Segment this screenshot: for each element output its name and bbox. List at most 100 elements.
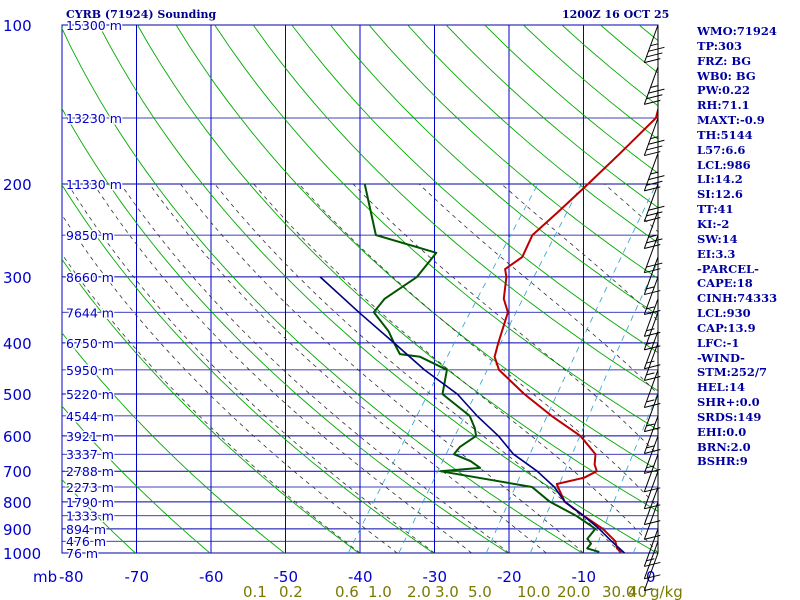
wind-barb-half-flag bbox=[646, 465, 655, 469]
index-item: LI:14.2 bbox=[697, 172, 743, 187]
height-label: 9850 m bbox=[66, 228, 114, 243]
height-label: 4544 m bbox=[66, 409, 114, 424]
height-label: 476 m bbox=[66, 534, 106, 549]
dry-adiabat bbox=[62, 107, 509, 553]
mixing-ratio-label: 5.0 bbox=[468, 583, 492, 600]
index-item: WB0: BG bbox=[697, 68, 756, 83]
dry-adiabat bbox=[291, 25, 658, 354]
wind-barb-flag bbox=[644, 534, 661, 540]
chart-title: CYRB (71924) Sounding bbox=[66, 8, 217, 21]
wind-barb bbox=[643, 183, 665, 223]
wind-barb-flag bbox=[646, 52, 663, 58]
index-item: CINH:74333 bbox=[697, 291, 778, 306]
wind-barbs bbox=[643, 24, 665, 592]
moist-adiabat bbox=[62, 214, 398, 553]
wind-barb-flag bbox=[646, 94, 663, 100]
wind-barb-half-flag bbox=[646, 423, 655, 427]
wind-barb-flag bbox=[644, 58, 661, 64]
stability-indices-panel: WMO:71924 TP:303 FRZ: BG WB0: BG PW:0.22 RH:7… bbox=[697, 24, 777, 469]
index-item: BRN:2.0 bbox=[697, 439, 751, 454]
temperature-tick-label: -60 bbox=[199, 568, 224, 586]
wind-barb bbox=[643, 552, 659, 592]
wind-barb-shaft bbox=[643, 486, 659, 525]
wind-barb-shaft bbox=[643, 541, 659, 579]
wind-barb bbox=[643, 486, 661, 526]
index-item: WMO:71924 bbox=[697, 24, 777, 38]
index-item: SHR+:0.0 bbox=[697, 395, 760, 410]
wind-barb-half-flag bbox=[646, 341, 655, 345]
x-axis-unit-label: mb bbox=[33, 568, 57, 586]
wind-barb-shaft bbox=[643, 234, 659, 273]
height-label: 1790 m bbox=[66, 495, 114, 510]
pressure-label: 400 bbox=[3, 335, 32, 353]
wind-barb-half-flag bbox=[650, 171, 659, 175]
dry-adiabat bbox=[252, 25, 658, 392]
wind-barb-flag bbox=[644, 310, 661, 315]
mixing-ratio-label: 20.0 bbox=[557, 583, 590, 600]
wind-barb-shaft bbox=[643, 528, 659, 567]
wind-barb-shaft bbox=[643, 471, 659, 509]
mixing-ratio-label: 0.1 bbox=[243, 583, 267, 600]
pressure-label: 800 bbox=[3, 494, 32, 512]
moist-adiabat bbox=[214, 183, 622, 553]
chart-grid bbox=[61, 24, 659, 554]
wind-barb-shaft bbox=[643, 210, 659, 249]
wind-barb bbox=[643, 66, 665, 105]
wind-barb-flag bbox=[648, 88, 665, 94]
wind-barb-shaft bbox=[643, 24, 659, 63]
wind-barb-flag bbox=[644, 574, 661, 580]
wind-barb-flag bbox=[646, 211, 663, 217]
height-label: 7644 m bbox=[66, 305, 114, 320]
mixing-ratio-label: 1.0 bbox=[368, 583, 392, 600]
mixing-ratio-line bbox=[398, 183, 582, 553]
wind-barb-half-flag bbox=[646, 399, 655, 403]
wind-barb-half-flag bbox=[650, 43, 659, 47]
wind-barb-half-flag bbox=[650, 84, 659, 88]
wind-barb bbox=[643, 393, 661, 433]
index-item: KI:-2 bbox=[697, 216, 730, 231]
mixing-ratio-line bbox=[347, 183, 539, 553]
wind-barb-shaft bbox=[643, 415, 659, 454]
mixing-ratio-line bbox=[485, 183, 657, 553]
chart-time: 1200Z 16 OCT 25 bbox=[562, 8, 670, 21]
parcel-line bbox=[319, 276, 626, 553]
axis-labels: 100 200 300 400 500 600 700 800 900 1000 15300 m 13… bbox=[3, 17, 683, 600]
wind-barb-flag bbox=[644, 375, 661, 381]
temperature-tick-label: -40 bbox=[348, 568, 373, 586]
wind-barb-half-flag bbox=[646, 372, 655, 376]
height-label: 6750 m bbox=[66, 336, 114, 351]
index-item: HEL:14 bbox=[697, 380, 745, 395]
background-lines bbox=[62, 25, 658, 553]
wind-barb-shaft bbox=[643, 369, 659, 408]
temperature-tick-label: -80 bbox=[59, 568, 84, 586]
wind-barb-shaft bbox=[643, 501, 659, 540]
wind-barb-shaft bbox=[643, 393, 659, 432]
wind-barb-flag bbox=[644, 504, 661, 510]
moist-adiabat bbox=[120, 183, 510, 553]
pressure-label: 1000 bbox=[3, 545, 41, 563]
wind-barb-flag bbox=[648, 205, 665, 211]
index-item: TP:303 bbox=[697, 38, 743, 53]
index-item: SI:12.6 bbox=[697, 187, 743, 202]
wind-barb-half-flag bbox=[646, 328, 655, 332]
index-item: LCL:930 bbox=[697, 306, 751, 321]
wind-barb-half-flag bbox=[646, 558, 655, 562]
index-item: L57:6.6 bbox=[697, 142, 746, 157]
wind-barb bbox=[643, 471, 661, 510]
wind-barb-flag bbox=[648, 46, 665, 52]
height-label: 5950 m bbox=[66, 363, 114, 378]
mixing-ratio-label: 10.0 bbox=[517, 583, 550, 600]
wind-barb-flag bbox=[646, 180, 663, 186]
index-item: RH:71.1 bbox=[697, 98, 750, 113]
wind-barb-shaft bbox=[643, 454, 659, 492]
moist-adiabat bbox=[253, 183, 658, 553]
dry-adiabat bbox=[368, 25, 658, 280]
index-item: TT:41 bbox=[697, 202, 734, 217]
index-item: TH:5144 bbox=[697, 127, 753, 142]
height-label: 1333 m bbox=[66, 509, 114, 524]
dry-adiabat bbox=[62, 27, 583, 553]
wind-barb-flag bbox=[644, 520, 661, 526]
wind-barb-shaft bbox=[643, 330, 659, 369]
wind-barb-flag bbox=[646, 145, 663, 151]
